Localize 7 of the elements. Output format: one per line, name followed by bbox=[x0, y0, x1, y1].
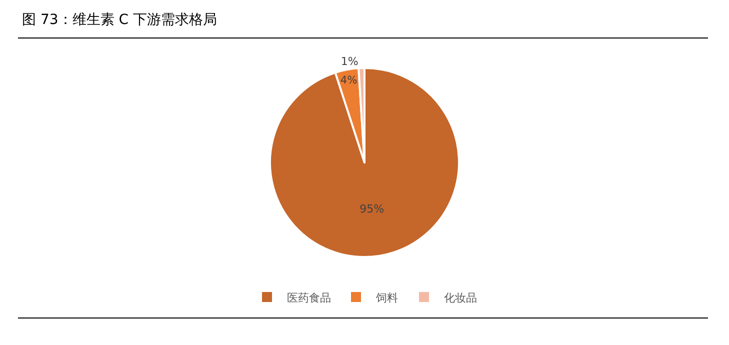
data-label: 95% bbox=[360, 202, 384, 216]
text: 图 73：维生素 C 下游需求格局 bbox=[22, 12, 217, 28]
legend-label: 化妆品 bbox=[444, 291, 477, 304]
legend-label: 饲料 bbox=[375, 291, 398, 304]
legend-label: 医药食品 bbox=[287, 291, 331, 304]
data-label: 1% bbox=[340, 55, 358, 68]
data-label: 4% bbox=[340, 73, 358, 86]
